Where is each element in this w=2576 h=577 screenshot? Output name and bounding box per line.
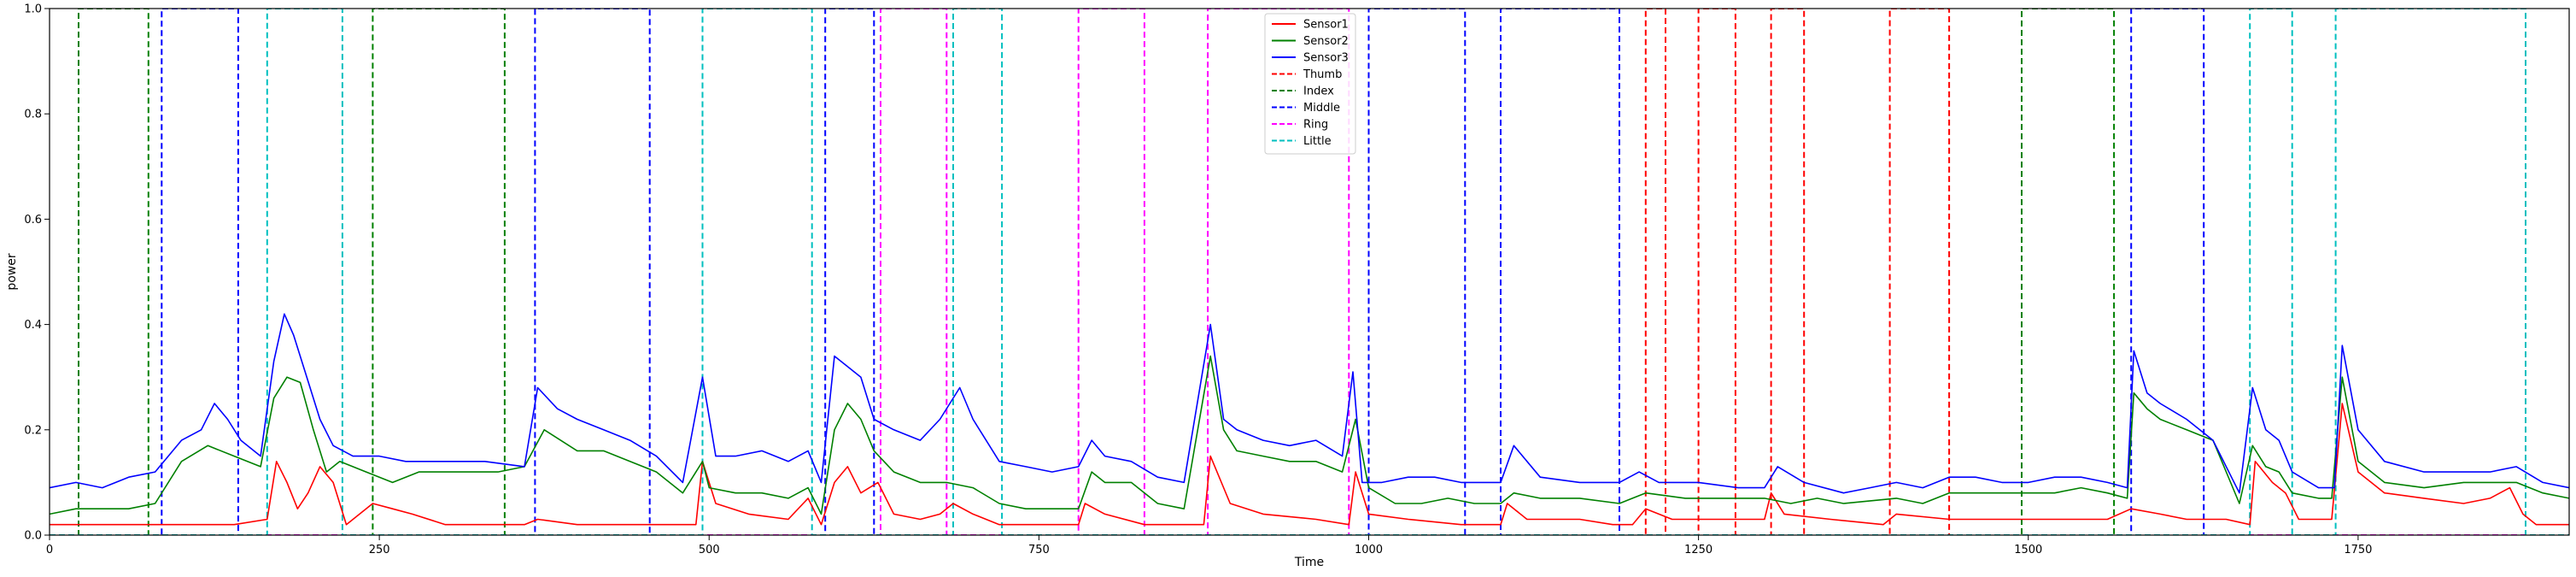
x-tick-label: 1500 bbox=[2014, 544, 2042, 556]
series-line-sensor2 bbox=[50, 355, 2569, 515]
x-tick-label: 250 bbox=[369, 544, 390, 556]
y-axis: 0.0 0.2 0.4 0.6 0.8 1.0 bbox=[24, 3, 50, 543]
legend-label-sensor3: Sensor3 bbox=[1303, 52, 1349, 65]
legend-label-thumb: Thumb bbox=[1303, 68, 1342, 81]
x-tick-label: 750 bbox=[1028, 544, 1050, 556]
legend-label-sensor2: Sensor2 bbox=[1303, 35, 1349, 48]
x-tick-label: 1000 bbox=[1355, 544, 1383, 556]
legend-label-ring: Ring bbox=[1303, 119, 1328, 132]
legend-label-little: Little bbox=[1303, 135, 1332, 148]
x-tick-label: 1250 bbox=[1684, 544, 1712, 556]
legend-label-middle: Middle bbox=[1303, 102, 1340, 115]
legend: Sensor1 Sensor2 Sensor3 Thumb Index Middle Rin… bbox=[1264, 13, 1356, 155]
legend-label-index: Index bbox=[1303, 85, 1334, 98]
y-tick-label: 1.0 bbox=[24, 3, 42, 16]
x-tick-label: 500 bbox=[699, 544, 720, 556]
x-axis: 0 250 500 750 1000 1250 1500 1750 bbox=[46, 535, 2372, 556]
plot-frame bbox=[49, 8, 2570, 536]
x-axis-label: Time bbox=[1294, 556, 1324, 569]
y-tick-label: 0.4 bbox=[24, 319, 42, 332]
plot-area bbox=[49, 8, 2570, 536]
x-tick-label: 1750 bbox=[2344, 544, 2372, 556]
x-tick-label: 0 bbox=[46, 544, 53, 556]
legend-box bbox=[1264, 13, 1356, 155]
series-line-little bbox=[50, 9, 2569, 535]
series-line-sensor1 bbox=[50, 403, 2569, 526]
y-tick-label: 0.2 bbox=[24, 424, 42, 437]
series-line-sensor3 bbox=[50, 313, 2569, 494]
series-layer bbox=[50, 9, 2569, 535]
y-tick-label: 0.8 bbox=[24, 109, 42, 121]
y-axis-label: power bbox=[5, 253, 19, 291]
y-tick-label: 0.0 bbox=[24, 530, 42, 543]
y-tick-label: 0.6 bbox=[24, 214, 42, 227]
legend-label-sensor1: Sensor1 bbox=[1303, 19, 1349, 32]
